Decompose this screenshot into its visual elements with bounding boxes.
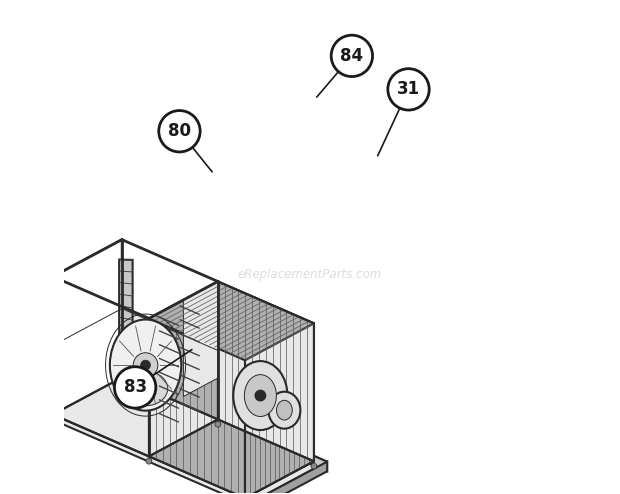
Circle shape: [311, 463, 317, 469]
Polygon shape: [218, 282, 314, 461]
Polygon shape: [149, 319, 245, 494]
Ellipse shape: [233, 361, 288, 430]
Circle shape: [50, 416, 56, 422]
Polygon shape: [53, 277, 149, 456]
Polygon shape: [120, 371, 327, 471]
Circle shape: [115, 367, 156, 408]
Polygon shape: [245, 324, 314, 494]
Text: 80: 80: [168, 122, 191, 140]
Circle shape: [133, 353, 158, 377]
Polygon shape: [149, 282, 314, 360]
Ellipse shape: [268, 392, 301, 429]
Text: 31: 31: [397, 81, 420, 98]
Ellipse shape: [123, 371, 168, 406]
Ellipse shape: [244, 374, 277, 416]
Circle shape: [331, 35, 373, 77]
Circle shape: [159, 111, 200, 152]
Ellipse shape: [110, 320, 181, 411]
Circle shape: [141, 360, 151, 370]
Polygon shape: [53, 240, 122, 414]
Circle shape: [119, 379, 125, 385]
Polygon shape: [40, 371, 327, 494]
Ellipse shape: [277, 400, 292, 420]
Polygon shape: [247, 462, 327, 494]
Polygon shape: [53, 377, 218, 456]
Circle shape: [146, 458, 152, 464]
Circle shape: [254, 390, 266, 402]
Circle shape: [215, 421, 221, 427]
Circle shape: [388, 69, 429, 110]
Polygon shape: [184, 282, 218, 397]
Text: 83: 83: [123, 378, 147, 396]
Text: 84: 84: [340, 47, 363, 65]
Text: eReplacementParts.com: eReplacementParts.com: [238, 268, 382, 281]
Polygon shape: [119, 259, 133, 392]
